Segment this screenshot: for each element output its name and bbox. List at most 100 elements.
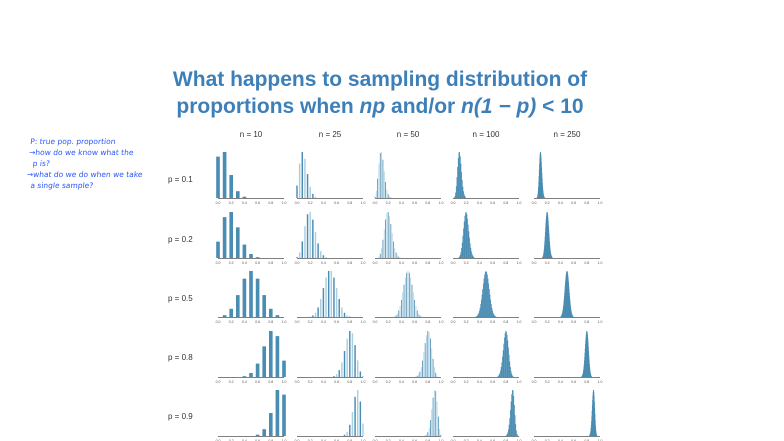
histogram-bar (216, 241, 220, 258)
histogram-bar (222, 217, 227, 258)
histogram-bar (507, 340, 509, 377)
histogram-bar (309, 186, 311, 198)
x-tick-label: 0.2 (545, 380, 550, 384)
histogram-bar (389, 196, 390, 198)
histogram-bar (482, 283, 484, 317)
x-tick-label: 0.4 (321, 380, 326, 384)
histogram-bar (327, 271, 330, 317)
histogram-bar (242, 244, 247, 258)
histogram-bar (398, 310, 400, 317)
x-tick-label: 0.8 (425, 380, 430, 384)
x-tick-label: 0.0 (373, 201, 378, 205)
histogram-bar (304, 158, 306, 198)
x-tick-label: 0.6 (490, 380, 495, 384)
x-tick-label: 0.2 (386, 439, 391, 441)
histogram-bar (395, 252, 397, 258)
histogram-bar (379, 153, 381, 198)
histogram-bar (381, 248, 382, 258)
histogram-bar (428, 332, 430, 377)
histogram-bar (497, 376, 499, 377)
x-tick-label: 0.0 (373, 261, 378, 265)
x-tick-label: 0.0 (295, 201, 300, 205)
histogram-bar (463, 228, 464, 258)
histogram-bar (426, 434, 427, 436)
x-tick-label: 0.6 (571, 320, 576, 324)
x-tick-label: 1.0 (598, 320, 603, 324)
histogram-bar (430, 420, 431, 436)
histogram-bar (418, 313, 419, 317)
histogram-bar (466, 214, 468, 258)
histogram-bar (514, 415, 516, 436)
x-tick-label: 0.8 (268, 320, 273, 324)
histogram-bar (395, 315, 397, 317)
x-tick-label: 0.8 (347, 201, 352, 205)
x-tick-label: 0.2 (308, 439, 313, 441)
histogram-bar (296, 257, 298, 258)
histogram-bar (428, 427, 430, 436)
histogram-bar (510, 410, 511, 436)
histogram-bar (512, 390, 513, 436)
histogram-bar (390, 197, 392, 198)
histogram-bar (513, 395, 515, 436)
x-tick-label: 0.2 (545, 201, 550, 205)
histogram-bar (463, 221, 465, 258)
x-tick-label: 0.2 (386, 380, 391, 384)
histogram-bar (456, 177, 458, 198)
x-tick-label: 0.4 (558, 201, 563, 205)
histogram-bar (229, 175, 234, 198)
histogram-bar (275, 315, 280, 317)
histogram-bar (458, 152, 460, 198)
histogram-bar (362, 423, 364, 436)
x-tick-label: 0.4 (399, 380, 404, 384)
x-tick-label: 0.0 (216, 201, 221, 205)
histogram-bar (430, 338, 431, 377)
x-tick-label: 0.6 (571, 380, 576, 384)
histogram-bar (427, 432, 429, 436)
x-tick-label: 0.2 (308, 261, 313, 265)
histogram-bar (387, 212, 389, 258)
histogram-bar (499, 372, 501, 377)
histogram-bar (415, 376, 417, 377)
histogram-bar (389, 216, 390, 258)
histogram-bar (309, 212, 311, 258)
histogram-bar (416, 375, 418, 377)
histogram-bar (508, 354, 510, 377)
histogram-bar (465, 212, 466, 258)
histogram-bar (471, 253, 473, 258)
row-label: p = 0.1 (168, 175, 193, 184)
x-tick-label: 0.8 (425, 261, 430, 265)
x-tick-label: 0.6 (412, 320, 417, 324)
histogram-bar (509, 418, 511, 436)
histogram-bar (459, 156, 461, 198)
histogram-bar (460, 252, 462, 258)
x-tick-label: 1.0 (439, 201, 444, 205)
x-tick-label: 0.4 (558, 261, 563, 265)
histogram-bar (467, 224, 469, 258)
histogram-bar (222, 315, 227, 317)
x-tick-label: 1.0 (517, 439, 522, 441)
x-tick-label: 0.8 (268, 439, 273, 441)
histogram-bar (397, 313, 398, 317)
histogram-bar (235, 227, 240, 258)
x-tick-label: 0.4 (477, 261, 482, 265)
histogram-bar (262, 295, 267, 317)
histogram-bar (596, 434, 597, 436)
x-tick-label: 0.6 (571, 261, 576, 265)
histogram-bar (503, 343, 505, 377)
histogram-bar (468, 231, 470, 258)
x-tick-label: 0.4 (477, 439, 482, 441)
x-tick-label: 0.6 (255, 439, 260, 441)
histogram-bar (506, 435, 507, 436)
histogram-bar (506, 334, 508, 377)
histogram-bar (242, 278, 247, 317)
histogram-bar (512, 376, 514, 377)
histogram-bar (403, 284, 405, 317)
histogram-bar (349, 424, 351, 436)
histogram-bar (436, 401, 438, 436)
x-tick-label: 1.0 (517, 320, 522, 324)
x-tick-label: 0.8 (503, 380, 508, 384)
x-tick-label: 0.8 (268, 201, 273, 205)
histogram-bar (383, 171, 385, 198)
histogram-bar (275, 390, 280, 436)
x-tick-label: 0.6 (334, 201, 339, 205)
